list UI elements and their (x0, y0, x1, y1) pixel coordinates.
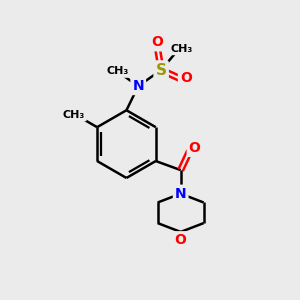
Text: CH₃: CH₃ (170, 44, 193, 53)
Text: N: N (175, 187, 187, 201)
Text: O: O (180, 71, 192, 85)
Text: S: S (156, 63, 167, 78)
Text: O: O (152, 35, 164, 50)
Text: N: N (132, 79, 144, 93)
Text: O: O (189, 141, 201, 155)
Text: CH₃: CH₃ (106, 66, 129, 76)
Text: CH₃: CH₃ (63, 110, 85, 120)
Text: O: O (175, 233, 187, 247)
